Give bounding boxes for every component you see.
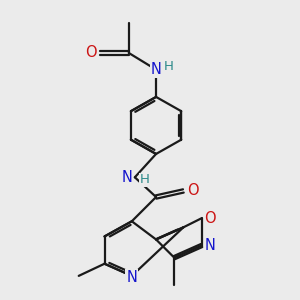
- Text: H: H: [164, 60, 174, 73]
- Text: N: N: [205, 238, 215, 253]
- Text: O: O: [187, 183, 199, 198]
- Text: H: H: [140, 173, 150, 186]
- Text: N: N: [122, 170, 132, 185]
- Text: N: N: [151, 62, 161, 77]
- Text: N: N: [126, 270, 137, 285]
- Text: O: O: [205, 211, 216, 226]
- Text: O: O: [85, 45, 97, 60]
